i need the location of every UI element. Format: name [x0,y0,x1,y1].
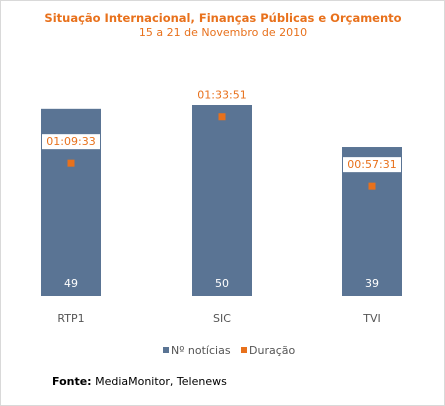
source-note: Fonte: MediaMonitor, Telenews [52,375,227,388]
bar-value-label: 39 [365,277,379,290]
duration-marker [218,113,226,121]
chart-subtitle: 15 a 21 de Novembro de 2010 [139,26,307,39]
chart-legend: Nº notícias Duração [163,344,295,357]
duration-label: 00:57:31 [347,158,396,171]
duration-marker [368,182,376,190]
bar-value-label: 50 [215,277,229,290]
bar-sic [192,105,252,296]
legend-label: Nº notícias [171,344,231,357]
chart-title: Situação Internacional, Finanças Pública… [44,11,401,25]
category-label: RTP1 [57,312,84,325]
bar-value-label: 49 [64,277,78,290]
source-text: MediaMonitor, Telenews [95,375,227,388]
source-label: Fonte: [52,375,92,388]
duration-label-bg [343,157,401,173]
duration-label-bg [42,134,100,150]
legend-swatch [241,347,247,353]
duration-marker [67,159,75,167]
duration-label: 01:33:51 [197,89,246,102]
chart-marks: 49 RTP1 01:09:33 50 SIC 01:33:51 39 TVI 00:57:31 [41,89,402,325]
category-label: TVI [362,312,381,325]
legend-swatch [163,347,169,353]
duration-label: 01:09:33 [46,135,95,148]
category-label: SIC [213,312,231,325]
legend-label: Duração [249,344,295,357]
